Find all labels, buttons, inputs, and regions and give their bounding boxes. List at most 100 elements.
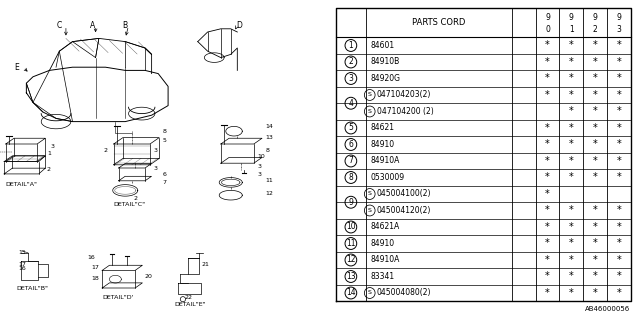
Text: 7: 7 xyxy=(163,180,166,185)
Text: 84910: 84910 xyxy=(371,239,395,248)
Text: *: * xyxy=(593,271,597,282)
Text: *: * xyxy=(616,40,621,51)
Text: 4: 4 xyxy=(348,99,353,108)
Text: *: * xyxy=(545,288,550,298)
Text: 8: 8 xyxy=(163,129,166,134)
Text: *: * xyxy=(593,123,597,133)
Text: 22: 22 xyxy=(184,295,193,300)
Text: 1: 1 xyxy=(349,41,353,50)
Text: *: * xyxy=(616,288,621,298)
Text: 15: 15 xyxy=(18,250,26,255)
Text: 9: 9 xyxy=(348,198,353,207)
Text: 2: 2 xyxy=(134,196,138,201)
Text: B: B xyxy=(123,21,128,30)
Text: *: * xyxy=(545,140,550,149)
Text: 3: 3 xyxy=(153,148,157,153)
Text: 047104200 (2): 047104200 (2) xyxy=(376,107,433,116)
Text: *: * xyxy=(616,271,621,282)
Text: *: * xyxy=(616,222,621,232)
Text: 84601: 84601 xyxy=(371,41,395,50)
Text: E: E xyxy=(14,63,19,72)
Text: 12: 12 xyxy=(346,255,356,265)
Text: *: * xyxy=(569,57,573,67)
Text: 9: 9 xyxy=(545,13,550,22)
Text: 5: 5 xyxy=(163,138,166,143)
Text: *: * xyxy=(616,57,621,67)
Text: 9: 9 xyxy=(593,13,597,22)
Text: *: * xyxy=(593,238,597,249)
Text: *: * xyxy=(616,255,621,265)
Text: 3: 3 xyxy=(51,144,54,149)
Text: 13: 13 xyxy=(266,135,273,140)
Text: S: S xyxy=(368,92,372,98)
Text: *: * xyxy=(545,205,550,215)
Text: 21: 21 xyxy=(201,261,209,267)
Text: *: * xyxy=(593,40,597,51)
Text: 16: 16 xyxy=(88,255,95,260)
Text: *: * xyxy=(616,156,621,166)
Text: *: * xyxy=(545,189,550,199)
Text: 6: 6 xyxy=(163,172,166,177)
Text: *: * xyxy=(545,255,550,265)
Text: 9: 9 xyxy=(616,13,621,22)
Text: 14: 14 xyxy=(346,289,356,298)
Text: S: S xyxy=(368,208,372,213)
Text: 17: 17 xyxy=(18,261,26,267)
Text: *: * xyxy=(569,288,573,298)
Text: 2: 2 xyxy=(593,25,597,34)
Text: 84621: 84621 xyxy=(371,124,395,132)
Text: *: * xyxy=(593,172,597,182)
Text: *: * xyxy=(593,90,597,100)
Text: *: * xyxy=(569,140,573,149)
Text: 045004120(2): 045004120(2) xyxy=(376,206,431,215)
Text: *: * xyxy=(569,74,573,84)
Text: *: * xyxy=(545,238,550,249)
Text: 16: 16 xyxy=(18,266,26,271)
Text: 3: 3 xyxy=(257,164,261,169)
Text: 5: 5 xyxy=(348,124,353,132)
Text: *: * xyxy=(616,205,621,215)
Text: 83341: 83341 xyxy=(371,272,395,281)
Text: DETAIL"D': DETAIL"D' xyxy=(102,295,134,300)
Text: *: * xyxy=(593,74,597,84)
Text: DETAIL"B": DETAIL"B" xyxy=(17,285,49,291)
Text: 7: 7 xyxy=(348,156,353,165)
Text: 2: 2 xyxy=(104,148,108,153)
Text: DETAIL"A": DETAIL"A" xyxy=(6,181,38,187)
Text: *: * xyxy=(569,156,573,166)
Text: *: * xyxy=(569,255,573,265)
Text: 8: 8 xyxy=(266,148,269,153)
Text: *: * xyxy=(569,238,573,249)
Text: *: * xyxy=(545,172,550,182)
Text: 84920G: 84920G xyxy=(371,74,401,83)
Text: *: * xyxy=(545,74,550,84)
Text: *: * xyxy=(569,40,573,51)
Text: C: C xyxy=(57,21,62,30)
Text: 17: 17 xyxy=(91,265,99,270)
Text: 13: 13 xyxy=(346,272,356,281)
Text: *: * xyxy=(593,140,597,149)
Text: DETAIL"E": DETAIL"E" xyxy=(175,301,206,307)
Text: 0530009: 0530009 xyxy=(371,173,404,182)
Text: *: * xyxy=(593,156,597,166)
Text: *: * xyxy=(616,172,621,182)
Text: *: * xyxy=(616,107,621,116)
Text: 047104203(2): 047104203(2) xyxy=(376,91,431,100)
Text: AB46000056: AB46000056 xyxy=(586,306,630,312)
Text: S: S xyxy=(368,191,372,196)
Text: *: * xyxy=(593,107,597,116)
Text: *: * xyxy=(545,123,550,133)
Text: 3: 3 xyxy=(616,25,621,34)
Text: 84621A: 84621A xyxy=(371,222,400,231)
Text: 12: 12 xyxy=(266,191,273,196)
Text: 18: 18 xyxy=(91,276,99,281)
Text: *: * xyxy=(545,57,550,67)
Text: PARTS CORD: PARTS CORD xyxy=(412,18,466,27)
Text: 2: 2 xyxy=(47,167,51,172)
Text: 8: 8 xyxy=(349,173,353,182)
Text: 3: 3 xyxy=(257,172,261,177)
Text: 20: 20 xyxy=(144,274,152,279)
Text: *: * xyxy=(569,172,573,182)
Text: *: * xyxy=(616,140,621,149)
Text: 84910B: 84910B xyxy=(371,58,400,67)
